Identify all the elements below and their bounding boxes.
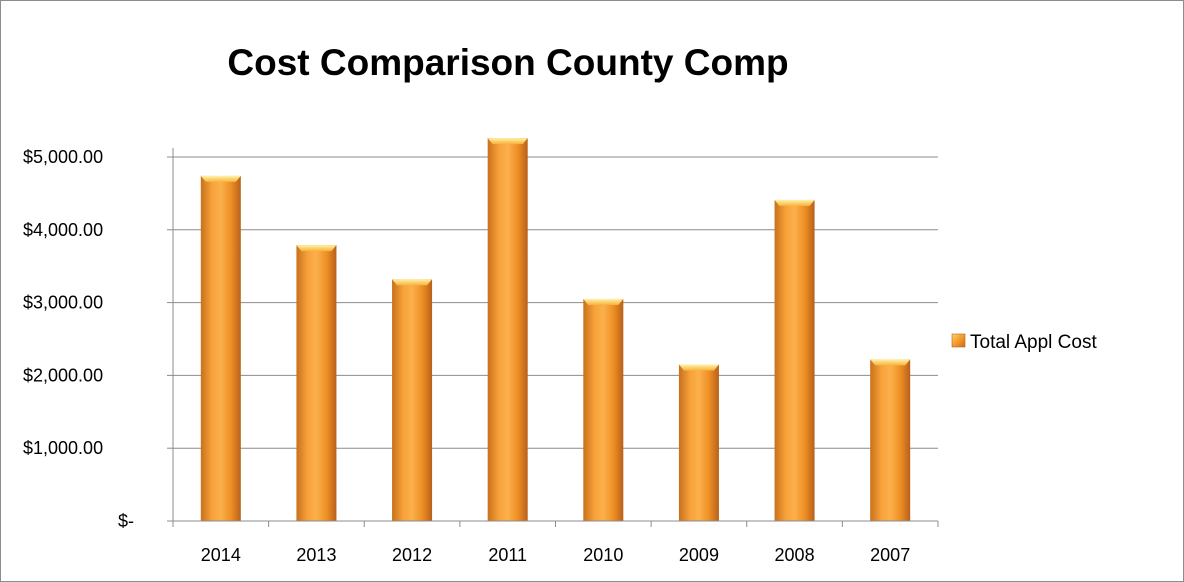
y-tick-label: $1,000.00 <box>23 438 103 458</box>
y-tick-label: $- <box>118 511 134 531</box>
bars <box>200 138 911 522</box>
bar-highlight <box>487 138 528 145</box>
bar-highlight <box>200 175 241 182</box>
x-tick-label: 2010 <box>583 545 623 565</box>
legend-label: Total Appl Cost <box>970 332 1097 353</box>
bar <box>774 199 815 521</box>
x-tick-label: 2013 <box>296 545 336 565</box>
x-tick-label: 2007 <box>870 545 910 565</box>
bar-2009 <box>678 364 719 521</box>
y-tick-label: $3,000.00 <box>23 293 103 313</box>
gridlines <box>173 156 938 449</box>
legend: Total Appl Cost <box>951 332 1097 353</box>
bar <box>583 298 624 521</box>
y-tick-label: $4,000.00 <box>23 220 103 240</box>
bar-highlight <box>870 359 911 366</box>
x-tick-label: 2014 <box>201 545 241 565</box>
y-tick-label: $2,000.00 <box>23 365 103 385</box>
x-tick-labels: 2014 2013 2012 2011 2010 2009 2008 2007 <box>201 545 910 565</box>
bar-2010 <box>583 298 624 521</box>
bar <box>678 364 719 521</box>
bar-2012 <box>392 279 433 521</box>
bar-2014 <box>200 175 241 522</box>
x-tick-label: 2009 <box>679 545 719 565</box>
y-tick-label: $5,000.00 <box>23 147 103 167</box>
x-tick-label: 2012 <box>392 545 432 565</box>
bar <box>200 175 241 522</box>
bar-highlight <box>678 364 719 371</box>
bar <box>487 138 528 521</box>
bar-highlight <box>583 298 624 305</box>
bar-2013 <box>296 245 337 521</box>
x-tick-label: 2008 <box>775 545 815 565</box>
chart-title: Cost Comparison County Comp <box>227 42 788 83</box>
bar-highlight <box>392 279 433 286</box>
y-tick-labels: $- $1,000.00 $2,000.00 $3,000.00 $4,000.00 $5… <box>23 147 134 531</box>
bar <box>296 245 337 521</box>
x-tick-label: 2011 <box>488 545 527 565</box>
bar-highlight <box>774 199 815 206</box>
bar <box>870 359 911 521</box>
bar-2007 <box>870 359 911 521</box>
axes <box>167 148 939 527</box>
bar-highlight <box>296 245 337 252</box>
bar <box>392 279 433 521</box>
bar-2011 <box>487 138 528 521</box>
legend-swatch <box>951 333 966 348</box>
bar-2008 <box>774 199 815 521</box>
